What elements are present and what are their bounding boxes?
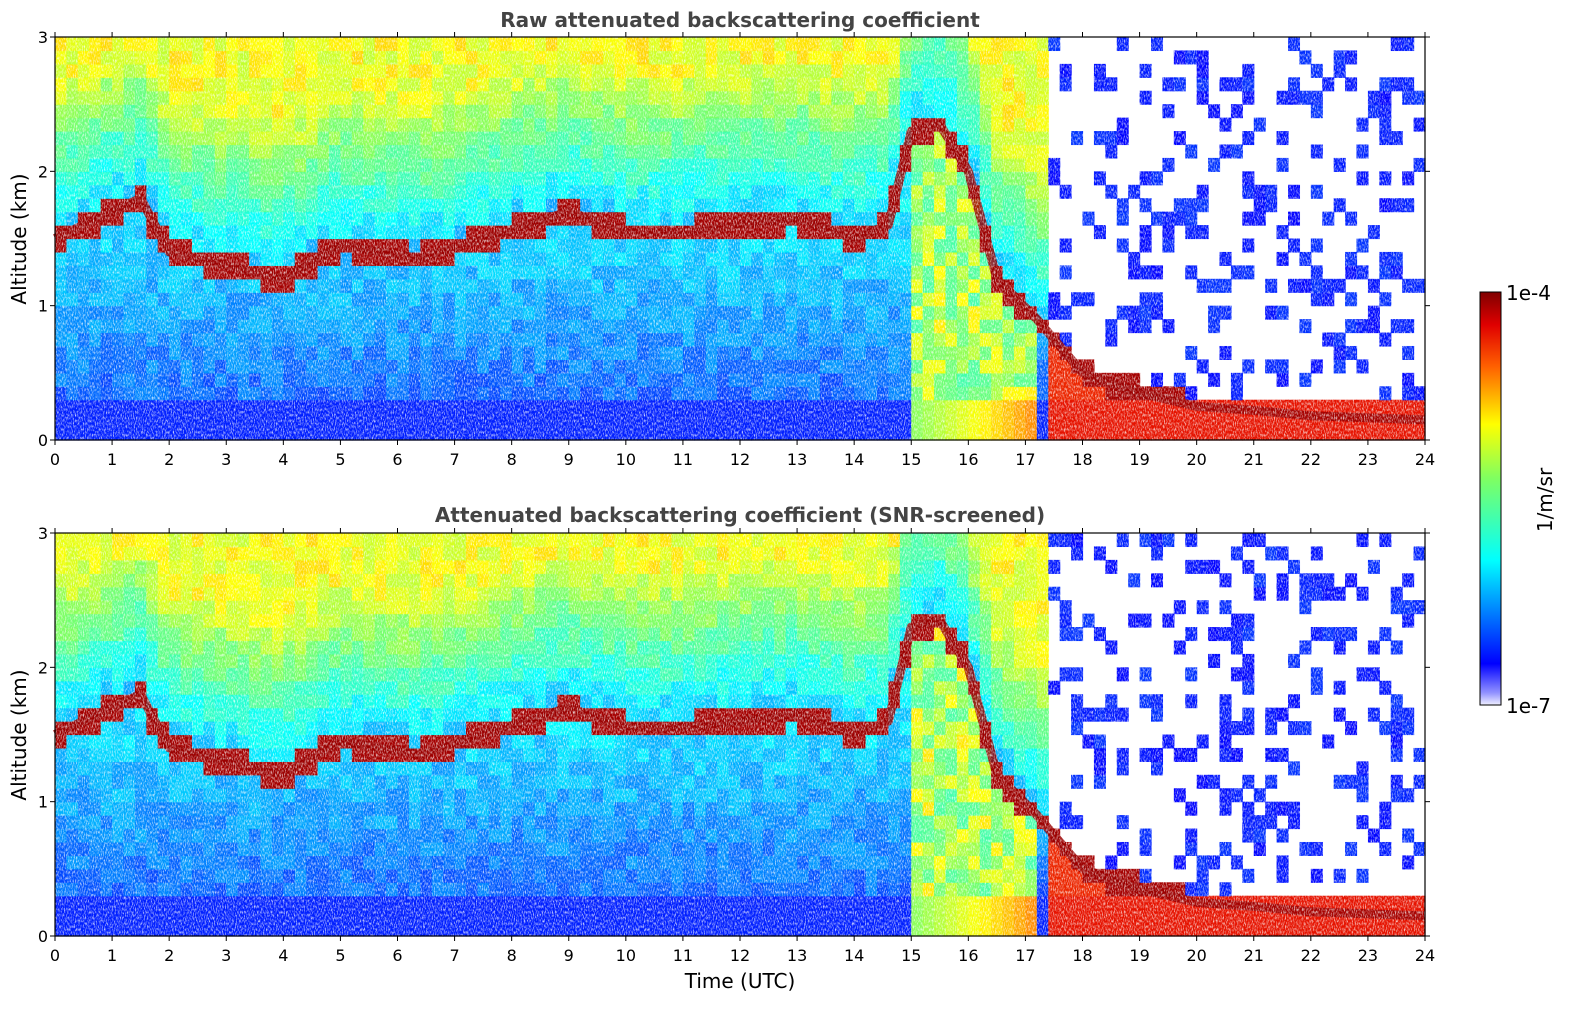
x-tick-label: 8 [507,450,517,469]
x-tick-label: 17 [1015,450,1035,469]
y-tick-label: 0 [38,431,48,450]
y-tick-label: 1 [38,297,48,316]
x-tick-label: 24 [1415,450,1435,469]
x-tick-label: 21 [1244,450,1264,469]
x-tick-label: 14 [844,450,864,469]
x-tick-label: 12 [730,450,750,469]
speckle-noise-overlay [55,37,1425,440]
y-tick-label: 2 [38,162,48,181]
x-tick-label: 20 [1186,450,1206,469]
x-tick-label: 19 [1129,450,1149,469]
x-tick-label: 11 [673,450,693,469]
y-axis-label-raw: Altitude (km) [7,173,31,304]
x-tick-label: 2 [164,450,174,469]
x-tick-label: 18 [1072,450,1092,469]
x-tick-label: 16 [958,450,978,469]
x-tick-label: 7 [449,450,459,469]
x-tick-label: 4 [278,450,288,469]
x-tick-label: 6 [392,450,402,469]
x-tick-label: 22 [1301,450,1321,469]
y-tick-label: 3 [38,28,48,47]
x-tick-label: 5 [335,450,345,469]
panel-title-raw: Raw attenuated backscattering coefficien… [500,8,980,32]
x-tick-label: 0 [50,450,60,469]
x-tick-label: 3 [221,450,231,469]
panel-raw: Raw attenuated backscattering coefficien… [7,8,1435,469]
x-tick-label: 23 [1358,450,1378,469]
x-tick-label: 9 [564,450,574,469]
panel-title-snr: Attenuated backscattering coefficient (S… [435,503,1045,527]
heatmap-raw [55,37,1426,441]
x-tick-label: 1 [107,450,117,469]
panel-snr: Attenuated backscattering coefficient (S… [7,503,1435,965]
heatmap-snr [55,533,1426,937]
x-tick-label: 13 [787,450,807,469]
x-tick-label: 10 [616,450,636,469]
x-tick-label: 15 [901,450,921,469]
